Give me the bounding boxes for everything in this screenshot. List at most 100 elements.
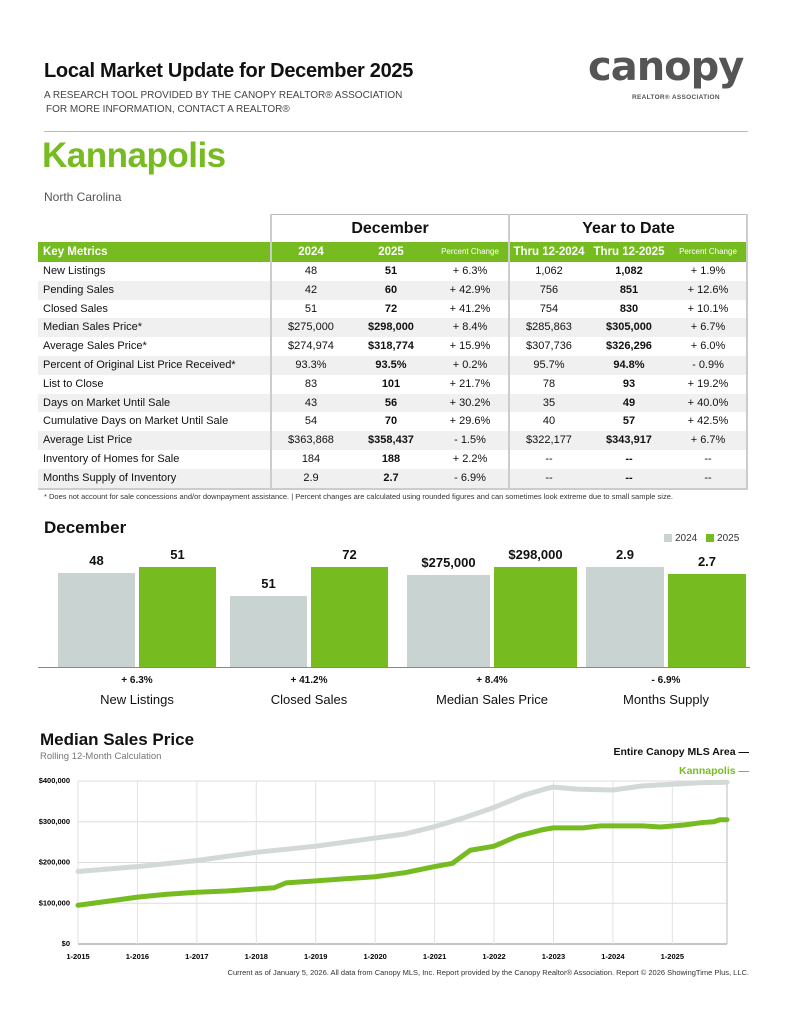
metric-value: 93.5% (375, 359, 407, 371)
y-tick-label: $100,000 (39, 898, 70, 907)
metric-value: + 1.9% (690, 265, 726, 277)
metric-value: $275,000 (288, 321, 334, 334)
bar-2025 (494, 567, 577, 667)
canopy-logo: canopy REALTOR® ASSOCIATION (588, 46, 753, 106)
december-chart-title: December (44, 518, 127, 537)
table-row: Days on Market Until Sale 43 56 + 30.2% 35 49… (38, 393, 748, 413)
line-legend: Entire Canopy MLS Area — Kannapolis — (613, 743, 749, 781)
metric-value: 72 (384, 302, 398, 315)
table-row: Inventory of Homes for Sale 184 188 + 2.2% -… (38, 450, 748, 469)
metric-value: -- (625, 471, 633, 484)
legend-canopy-label: Entire Canopy MLS Area (613, 746, 736, 758)
metric-value: $343,917 (606, 434, 652, 447)
metric-value: 60 (384, 283, 398, 296)
metric-label: List to Close (43, 377, 104, 390)
bar-baseline (38, 667, 750, 668)
metric-value: 1,062 (535, 265, 563, 277)
legend-swatch-2025 (706, 534, 715, 542)
divider (44, 131, 748, 132)
x-tick-label: 1-2021 (423, 952, 446, 961)
metric-value: 78 (542, 377, 556, 390)
metric-value: + 21.7% (449, 377, 491, 390)
table-row: Closed Sales 51 72 + 41.2% 754 830 + 10.1% (38, 300, 748, 319)
table-row: Average List Price $363,868 $358,437 - 1.5%… (38, 431, 748, 450)
metric-value: -- (545, 471, 553, 484)
city-name: Kannapolis (42, 136, 226, 175)
metric-value: $305,000 (606, 321, 652, 334)
metric-value: 2.9 (303, 471, 319, 484)
legend-2025: 2025 (717, 533, 740, 544)
metric-value: + 6.7% (690, 434, 726, 447)
metric-value: 756 (539, 283, 559, 296)
x-tick-label: 1-2015 (66, 952, 89, 961)
logo-wordmark: canopy (588, 44, 744, 90)
table-row: List to Close 83 101 + 21.7% 78 93 + 19.2% (38, 375, 748, 394)
table-row: New Listings 48 51 + 6.3% 1,062 1,082 + 1.9% (38, 262, 748, 281)
metric-value: + 6.7% (690, 321, 726, 334)
metric-value: + 0.2% (452, 359, 488, 371)
table-bottom-border (38, 488, 748, 490)
metric-value: 54 (304, 415, 318, 428)
metric-value: 95.7% (533, 359, 565, 371)
metric-value: 93 (622, 377, 636, 390)
column-divider (746, 214, 748, 490)
table-row: Percent of Original List Price Received*… (38, 356, 748, 375)
metric-value: + 29.6% (449, 415, 491, 428)
metric-label: Cumulative Days on Market Until Sale (43, 415, 229, 428)
x-tick-label: 1-2020 (363, 952, 386, 961)
metric-value: 35 (542, 396, 556, 409)
median-price-line-chart: $0 $100,000 $200,000 $300,000 $400,000 1-2015… (39, 776, 730, 961)
column-divider (270, 214, 272, 490)
metric-label: Days on Market Until Sale (43, 396, 171, 409)
bar-value-label: 48 (89, 552, 104, 568)
legend-2024: 2024 (675, 533, 698, 544)
metric-value: + 40.0% (687, 396, 729, 409)
percent-change: + 41.2% (290, 675, 328, 686)
logo-tagline: REALTOR® ASSOCIATION (632, 94, 720, 101)
line-chart-title: Median Sales Price (40, 730, 195, 749)
metric-value: + 6.0% (690, 340, 726, 353)
table-row: Average Sales Price* $274,974 $318,774 + 15… (38, 337, 748, 356)
metric-value: + 19.2% (687, 377, 729, 390)
category-label: New Listings (100, 692, 174, 707)
metric-value: + 30.2% (449, 396, 491, 409)
legend-swatch-2024 (664, 534, 672, 542)
x-tick-label: 1-2017 (185, 952, 208, 961)
metric-value: - 1.5% (454, 434, 486, 447)
metric-value: 188 (381, 453, 401, 465)
metric-value: 93.3% (295, 359, 327, 371)
metric-value: 51 (384, 265, 398, 277)
bar-2025 (139, 567, 216, 667)
bar-2025 (311, 567, 388, 667)
metric-value: + 12.6% (687, 283, 729, 296)
y-tick-label: $0 (62, 939, 70, 948)
bar-2024 (586, 567, 664, 667)
metric-value: $363,868 (288, 434, 334, 447)
table-row: Months Supply of Inventory 2.9 2.7 - 6.9% --… (38, 468, 748, 488)
bar-value-label: 2.9 (615, 547, 635, 562)
metric-value: + 2.2% (452, 453, 488, 465)
bar-2024 (230, 596, 307, 667)
y-tick-label: $200,000 (39, 858, 70, 867)
metric-value: 51 (304, 302, 318, 315)
table-row: Pending Sales 42 60 + 42.9% 756 851 + 12.6% (38, 280, 748, 300)
bar-value-label: 2.7 (697, 553, 717, 569)
metric-value: $322,177 (526, 434, 572, 447)
bar-2024 (407, 574, 490, 667)
group-december: December (271, 214, 509, 242)
metric-value: -- (704, 471, 712, 484)
bar-value-label: $298,000 (508, 547, 563, 562)
x-tick-label: 1-2016 (126, 952, 149, 961)
metric-label: Months Supply of Inventory (43, 471, 177, 484)
metric-value: $358,437 (368, 434, 414, 447)
column-header: Percent Change (441, 247, 499, 256)
percent-change: + 8.4% (476, 675, 508, 686)
column-header: Key Metrics (43, 246, 108, 258)
group-year-to-date: Year to Date (509, 214, 748, 242)
bar-value-label: 72 (342, 547, 357, 562)
line-chart-subtitle: Rolling 12-Month Calculation (40, 751, 162, 762)
metric-value: 184 (301, 453, 321, 465)
metric-value: 851 (619, 283, 639, 296)
metric-value: 70 (384, 415, 398, 428)
metric-value: $318,774 (368, 340, 414, 353)
